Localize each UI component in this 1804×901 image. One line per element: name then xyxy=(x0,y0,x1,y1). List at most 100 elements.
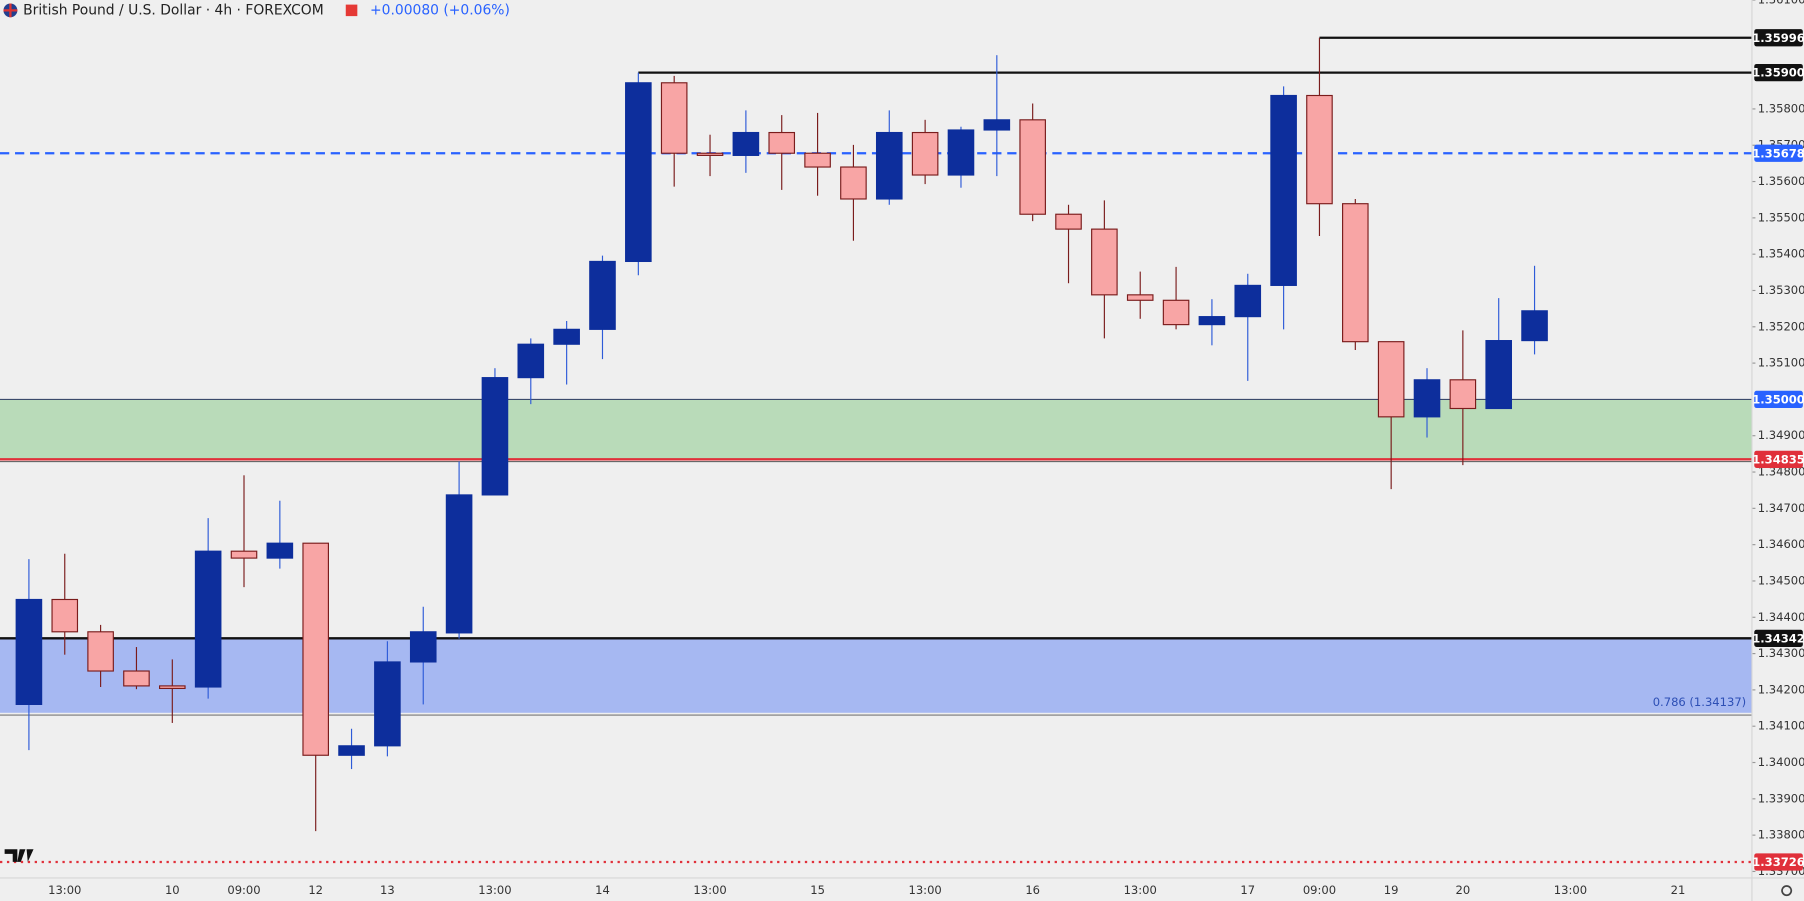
candle-body xyxy=(875,131,903,200)
x-tick-label: 17 xyxy=(1240,883,1255,897)
x-tick-label: 13:00 xyxy=(1554,883,1587,897)
flag-cross xyxy=(3,3,18,18)
settings-icon[interactable] xyxy=(1781,885,1793,897)
x-tick-label: 09:00 xyxy=(227,883,260,897)
candle-body xyxy=(1270,94,1297,286)
y-tick-label: 1.35100 xyxy=(1758,356,1804,370)
x-tick-label: 13 xyxy=(380,883,395,897)
x-tick-label: 16 xyxy=(1025,883,1040,897)
y-tick-label: 1.34200 xyxy=(1758,682,1804,696)
y-tick-label: 1.35300 xyxy=(1758,283,1804,297)
candle-body xyxy=(947,129,975,176)
y-tick-label: 1.34300 xyxy=(1758,646,1804,660)
price-tag xyxy=(1754,29,1803,47)
y-tick-label: 1.34600 xyxy=(1758,537,1804,551)
y-tick-label: 1.34900 xyxy=(1758,428,1804,442)
x-tick-label: 09:00 xyxy=(1303,883,1336,897)
price-tag-label: 1.33726 xyxy=(1752,855,1804,869)
candle-body xyxy=(517,343,545,379)
price-tag xyxy=(1754,853,1803,871)
candle-body xyxy=(1198,316,1226,326)
candle-body xyxy=(266,542,294,559)
y-tick-label: 1.36100 xyxy=(1758,0,1804,6)
y-tick-label: 1.35400 xyxy=(1758,247,1804,261)
candle-body xyxy=(1019,119,1046,215)
candle-body xyxy=(1485,340,1513,410)
tv-logo xyxy=(4,849,34,862)
x-tick-label: 13:00 xyxy=(48,883,81,897)
price-tag-label: 1.35678 xyxy=(1752,146,1804,160)
y-tick-label: 1.34400 xyxy=(1758,610,1804,624)
y-tick-label: 1.34000 xyxy=(1758,755,1804,769)
candle-body xyxy=(1234,284,1262,318)
price-tag xyxy=(1754,63,1803,82)
candle-body xyxy=(1162,299,1190,326)
candle-body xyxy=(983,119,1011,131)
y-tick-label: 1.35800 xyxy=(1758,101,1804,115)
price-tag-label: 1.35996 xyxy=(1752,31,1804,45)
x-tick-label: 12 xyxy=(308,883,323,897)
candle-body xyxy=(1055,213,1082,230)
candle-body xyxy=(1342,203,1369,343)
symbol-title: British Pound / U.S. Dollar · 4h · FOREX… xyxy=(23,2,324,18)
price-tag-label: 1.35900 xyxy=(1752,66,1804,80)
candle-body xyxy=(302,542,329,756)
y-tick-label: 1.35600 xyxy=(1758,174,1804,188)
y-tick-label: 1.35500 xyxy=(1758,210,1804,224)
y-tick-label: 1.34800 xyxy=(1758,465,1804,479)
y-tick-label: 1.35200 xyxy=(1758,319,1804,333)
candle-body xyxy=(159,685,186,690)
x-tick-label: 20 xyxy=(1456,883,1471,897)
y-tick-label: 1.34500 xyxy=(1758,573,1804,587)
y-tick-label: 1.33800 xyxy=(1758,828,1804,842)
candle-body xyxy=(768,131,796,154)
x-tick-label: 19 xyxy=(1384,883,1399,897)
y-tick-label: 1.34100 xyxy=(1758,719,1804,733)
zone xyxy=(0,399,1752,460)
candle-body xyxy=(1091,228,1118,296)
x-tick-label: 15 xyxy=(810,883,825,897)
x-tick-label: 14 xyxy=(595,883,610,897)
candle-body xyxy=(1413,379,1441,418)
price-change: +0.00080 (+0.06%) xyxy=(370,2,510,18)
candle-body xyxy=(230,550,258,559)
candle-body xyxy=(51,598,79,633)
price-tag-label: 1.35000 xyxy=(1752,393,1804,407)
price-tag xyxy=(1754,450,1803,468)
candle-body xyxy=(732,131,760,156)
y-tick-label: 1.33900 xyxy=(1758,791,1804,805)
x-tick-label: 10 xyxy=(165,883,180,897)
candle-body xyxy=(87,631,114,672)
candle-body xyxy=(409,631,437,663)
candle-body xyxy=(589,260,616,330)
candle-body xyxy=(553,328,580,345)
candle-body xyxy=(625,82,652,263)
x-tick-label: 13:00 xyxy=(478,883,511,897)
price-tag xyxy=(1754,390,1803,409)
candle-body xyxy=(1449,379,1477,410)
status-marker xyxy=(345,4,358,17)
candle-body xyxy=(840,166,867,200)
candle-body xyxy=(804,152,831,168)
candle-body xyxy=(194,550,222,688)
candle-body xyxy=(374,661,401,747)
candle-body xyxy=(123,670,150,687)
candle-body xyxy=(338,745,365,756)
x-tick-label: 13:00 xyxy=(693,883,726,897)
zone xyxy=(0,638,1752,713)
candle-body xyxy=(15,598,43,705)
candle-body xyxy=(1126,294,1154,301)
logo-mark xyxy=(4,849,34,862)
candle-body xyxy=(660,82,688,154)
x-tick-label: 13:00 xyxy=(908,883,941,897)
header: British Pound / U.S. Dollar · 4h · FOREX… xyxy=(3,2,510,18)
candle-body xyxy=(1306,94,1333,205)
candle-body xyxy=(445,494,473,634)
price-tag-label: 1.34342 xyxy=(1752,631,1804,645)
candle-body xyxy=(1521,310,1548,342)
price-tag xyxy=(1754,629,1803,647)
candle-body xyxy=(911,131,939,176)
x-tick-label: 13:00 xyxy=(1124,883,1157,897)
candle-body xyxy=(481,377,509,496)
